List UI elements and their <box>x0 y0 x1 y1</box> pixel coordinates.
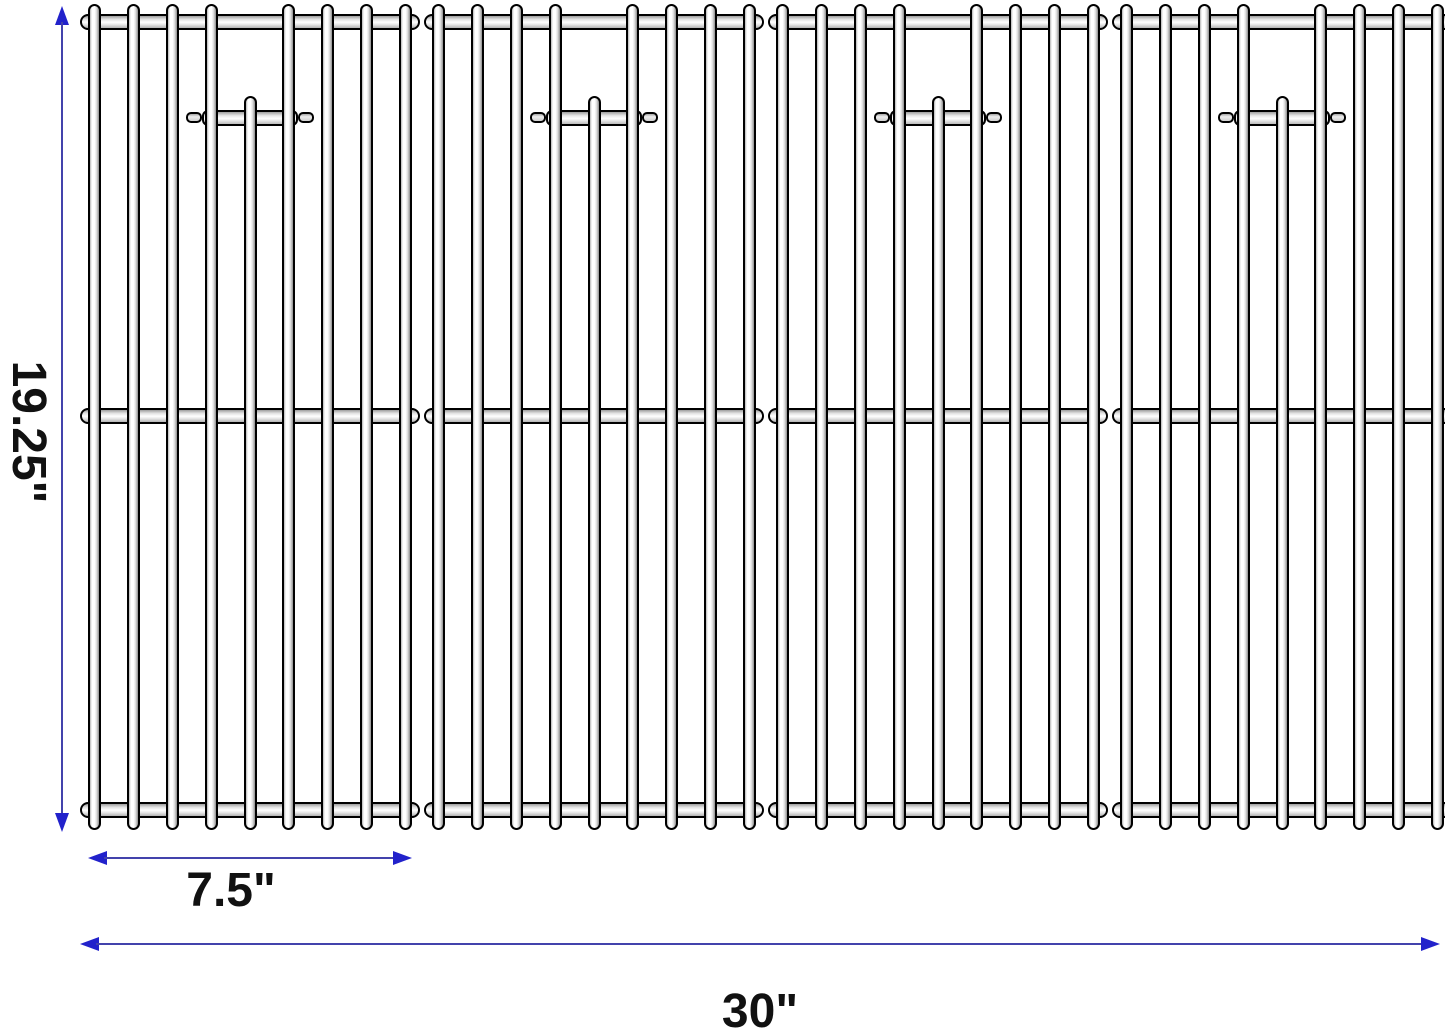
grate-rod <box>1392 4 1406 830</box>
grate-rod <box>704 4 718 830</box>
grate-rod <box>814 4 828 830</box>
grate-short-rod <box>931 96 945 830</box>
grate-handle-stub <box>1330 112 1346 123</box>
grate-rod <box>853 4 867 830</box>
grate-handle-stub <box>298 112 314 123</box>
grate-rod <box>1431 4 1444 830</box>
arrowhead-left-icon <box>88 851 107 865</box>
grate-short-rod <box>587 96 601 830</box>
height-dimension-arrow <box>55 6 69 832</box>
grate-rod <box>88 4 101 830</box>
arrowhead-right-icon <box>1421 937 1440 951</box>
grate-rod <box>970 4 984 830</box>
grate-crossbar <box>80 14 420 30</box>
grate-rod <box>1120 4 1133 830</box>
height-dimension-label: 19.25" <box>2 360 55 504</box>
grate-panel <box>80 4 420 830</box>
grate-rod <box>776 4 789 830</box>
grate-handle-stub <box>1218 112 1234 123</box>
arrowhead-down-icon <box>55 813 69 832</box>
grate-rod <box>399 4 412 830</box>
grate-rod <box>1158 4 1172 830</box>
dimension-line <box>104 857 396 859</box>
arrowhead-left-icon <box>80 937 99 951</box>
arrowhead-right-icon <box>393 851 412 865</box>
grate-handle-stub <box>986 112 1002 123</box>
total-width-dimension-label: 30" <box>721 985 799 1034</box>
dimension-line <box>61 22 63 816</box>
grate-rod <box>1087 4 1100 830</box>
panel-width-dimension-label: 7.5" <box>186 864 276 917</box>
grate-rod <box>1353 4 1367 830</box>
grate-rod <box>1048 4 1062 830</box>
grate-rod <box>360 4 374 830</box>
grate-rod <box>743 4 756 830</box>
total-width-dimension-arrow <box>80 937 1440 951</box>
panel-width-dimension-arrow <box>88 851 412 865</box>
grate-short-rod <box>1275 96 1289 830</box>
grate-rod <box>321 4 335 830</box>
grate-rod <box>204 4 218 830</box>
dimension-line <box>96 943 1424 945</box>
grate-rod <box>665 4 679 830</box>
grate-rod <box>470 4 484 830</box>
grate-rod <box>509 4 523 830</box>
grate-rod <box>1197 4 1211 830</box>
grate-panel <box>1112 4 1445 830</box>
grate-short-rod <box>243 96 257 830</box>
grate-rod <box>1314 4 1328 830</box>
grate-rod <box>892 4 906 830</box>
grate-rod <box>282 4 296 830</box>
grate-panel <box>424 4 764 830</box>
grate-handle-stub <box>874 112 890 123</box>
grate-panel <box>768 4 1108 830</box>
grate-crossbar <box>768 14 1108 30</box>
grate-handle-stub <box>642 112 658 123</box>
grate-rod <box>1236 4 1250 830</box>
grate-handle-stub <box>530 112 546 123</box>
grate-crossbar <box>424 14 764 30</box>
grate-rod <box>626 4 640 830</box>
grate-handle-stub <box>186 112 202 123</box>
grate-rod <box>165 4 179 830</box>
grate-rod <box>126 4 140 830</box>
grate-rod <box>1009 4 1023 830</box>
arrowhead-up-icon <box>55 6 69 25</box>
grate-rod <box>548 4 562 830</box>
grate-rod <box>432 4 445 830</box>
